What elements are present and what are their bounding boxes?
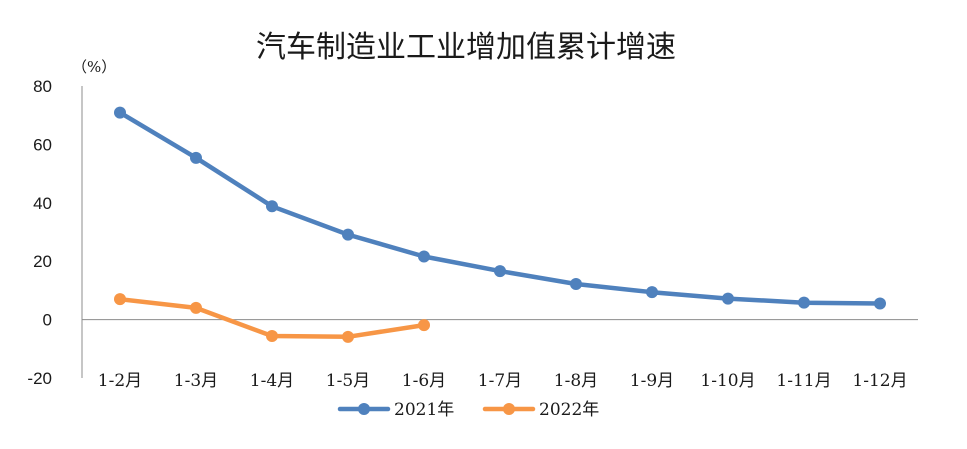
y-tick-label: -20: [27, 369, 52, 388]
data-point: [798, 296, 810, 309]
data-point: [646, 286, 658, 299]
y-tick-label: 40: [33, 194, 52, 213]
legend-label: 2022年: [539, 400, 599, 420]
x-tick-label: 1-11月: [776, 371, 831, 391]
y-tick-label: 0: [43, 311, 52, 330]
y-tick-label: 80: [33, 77, 52, 96]
data-point: [342, 330, 354, 343]
data-point: [114, 293, 126, 306]
x-tick-label: 1-2月: [98, 371, 142, 391]
y-tick-label: 60: [33, 135, 52, 154]
y-unit-label: （%）: [72, 58, 116, 76]
data-point: [570, 277, 582, 290]
x-tick-label: 1-12月: [852, 371, 907, 391]
x-tick-label: 1-5月: [326, 371, 370, 391]
series-lines: [114, 106, 886, 343]
data-point: [114, 106, 126, 119]
y-tick-label: 20: [33, 252, 52, 271]
data-point: [190, 151, 202, 164]
data-point: [722, 292, 734, 305]
chart-title: 汽车制造业工业增加值累计增速: [256, 30, 676, 65]
data-point: [190, 301, 202, 314]
data-point: [418, 319, 430, 332]
legend-marker: [503, 403, 515, 415]
data-point: [266, 329, 278, 342]
legend: 2021年 2022年: [337, 400, 599, 420]
data-point: [874, 297, 886, 310]
legend-marker: [358, 403, 370, 415]
data-point: [342, 228, 354, 241]
data-point: [494, 265, 506, 278]
x-tick-label: 1-4月: [250, 371, 294, 391]
x-tick-label: 1-6月: [402, 371, 446, 391]
x-tick-label: 1-7月: [478, 371, 522, 391]
x-tick-label: 1-10月: [700, 371, 755, 391]
data-point: [418, 250, 430, 263]
data-point: [266, 200, 278, 213]
x-tick-labels: 1-2月 1-3月 1-4月 1-5月 1-6月 1-7月 1-8月 1-9月 1-10月 1-1…: [98, 371, 908, 391]
x-tick-label: 1-3月: [174, 371, 218, 391]
axes: [81, 86, 918, 378]
x-tick-label: 1-8月: [554, 371, 598, 391]
y-tick-labels: 80 60 40 20 0 -20: [27, 77, 52, 388]
legend-label: 2021年: [394, 400, 454, 420]
x-tick-label: 1-9月: [630, 371, 674, 391]
